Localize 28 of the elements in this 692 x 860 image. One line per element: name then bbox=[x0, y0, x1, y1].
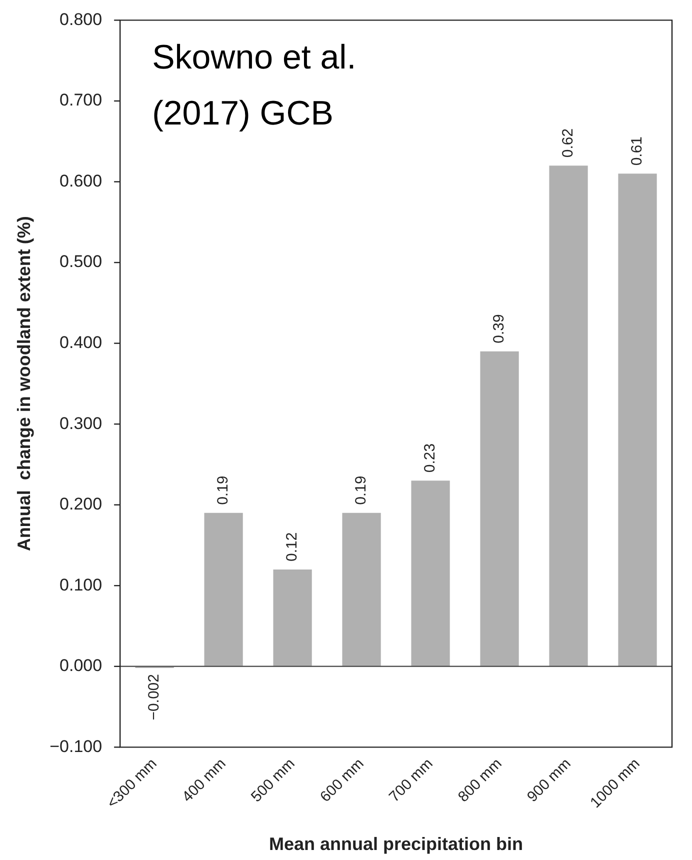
x-tick-label: 500 mm bbox=[248, 755, 298, 806]
annotation: (2017) GCB bbox=[152, 94, 334, 133]
data-label: 0.12 bbox=[284, 532, 301, 562]
y-tick-label: −0.100 bbox=[50, 736, 102, 756]
y-tick-label: 0.600 bbox=[60, 171, 102, 190]
y-tick-label: 0.800 bbox=[60, 10, 102, 29]
y-tick-label: 0.300 bbox=[60, 414, 102, 433]
data-label: 0.39 bbox=[490, 314, 508, 344]
y-tick-label: 0.700 bbox=[60, 90, 102, 110]
y-tick-label: 0.000 bbox=[60, 656, 102, 676]
data-label: −0.002 bbox=[146, 674, 163, 720]
x-tick-label: 800 mm bbox=[454, 755, 506, 806]
y-tick-label: 0.200 bbox=[60, 494, 102, 514]
data-label: 0.23 bbox=[422, 443, 439, 473]
data-label: 0.62 bbox=[560, 128, 577, 158]
data-label: 0.19 bbox=[352, 476, 370, 505]
annotation: Skowno et al. bbox=[152, 38, 356, 77]
x-tick-label: 900 mm bbox=[524, 755, 574, 806]
x-axis-title: Mean annual precipitation bin bbox=[269, 834, 524, 854]
y-tick-label: 0.400 bbox=[60, 332, 102, 352]
x-tick-label: 600 mm bbox=[316, 755, 368, 806]
data-label: 0.61 bbox=[628, 136, 646, 166]
y-tick-label: 0.500 bbox=[60, 252, 102, 272]
data-label: 0.19 bbox=[214, 476, 232, 505]
y-tick-label: 0.100 bbox=[60, 575, 102, 594]
x-tick-label: 400 mm bbox=[178, 755, 230, 806]
y-axis-title: Annual change in woodland extent (%) bbox=[14, 216, 34, 552]
x-tick-label: 700 mm bbox=[386, 755, 436, 806]
